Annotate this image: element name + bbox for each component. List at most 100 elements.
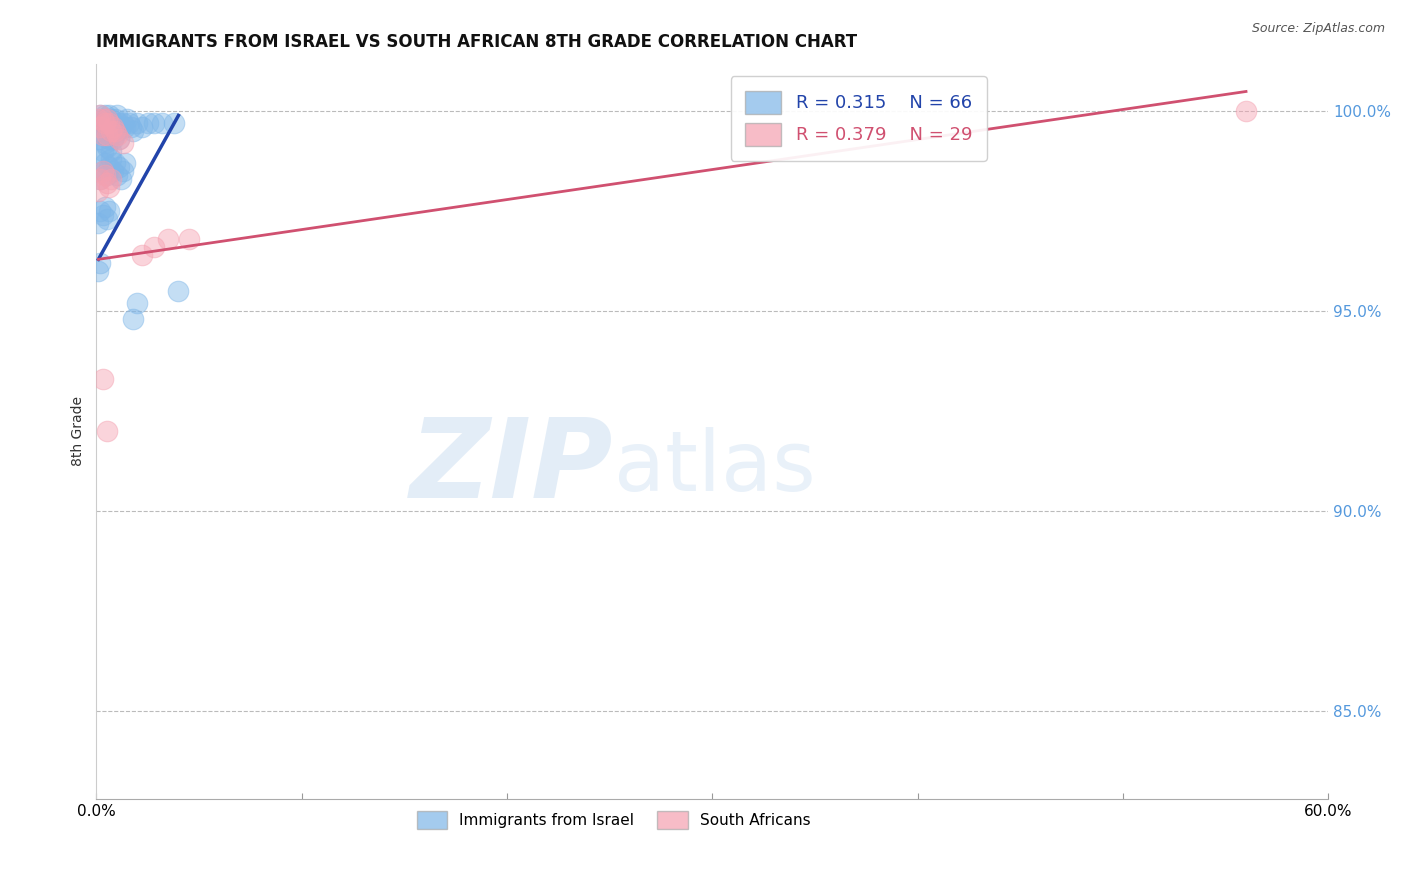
Point (142, 240, 165, 254)
Point (105, 124, 128, 138)
Point (101, 164, 124, 178)
Point (100, 124, 122, 138)
Point (87, 185, 110, 199)
Text: Source: ZipAtlas.com: Source: ZipAtlas.com (1251, 22, 1385, 36)
Point (167, 285, 190, 299)
Point (163, 116, 186, 130)
Text: IMMIGRANTS FROM ISRAEL VS SOUTH AFRICAN 8TH GRADE CORRELATION CHART: IMMIGRANTS FROM ISRAEL VS SOUTH AFRICAN … (97, 33, 858, 51)
Point (112, 116, 135, 130)
Point (91, 164, 114, 178)
Point (89, 116, 111, 130)
Point (89, 108, 111, 122)
Point (87, 153, 110, 167)
Point (115, 112, 138, 127)
Point (105, 108, 128, 122)
Point (96, 140, 118, 154)
Point (93, 116, 115, 130)
Point (87, 216, 110, 230)
Point (96, 112, 118, 127)
Point (87, 124, 110, 138)
Point (114, 120, 136, 135)
Point (89, 172, 111, 186)
Point (112, 164, 135, 178)
Point (97, 132, 120, 146)
Point (89, 256, 111, 270)
Point (177, 232, 200, 246)
Point (87, 112, 110, 127)
Point (93, 200, 115, 214)
Point (91, 112, 114, 127)
Point (100, 112, 122, 127)
Point (100, 124, 122, 138)
Point (105, 169, 128, 183)
Point (91, 112, 114, 127)
Point (97, 116, 120, 130)
Point (127, 116, 149, 130)
Point (96, 177, 118, 191)
Point (91, 164, 114, 178)
Point (112, 136, 135, 151)
Point (142, 116, 165, 130)
Point (93, 156, 115, 170)
Point (114, 156, 136, 170)
Point (91, 128, 114, 143)
Point (96, 128, 118, 143)
Y-axis label: 8th Grade: 8th Grade (72, 396, 86, 467)
Point (93, 136, 115, 151)
Point (108, 161, 131, 175)
Point (1234, 104, 1257, 119)
Legend: Immigrants from Israel, South Africans: Immigrants from Israel, South Africans (411, 805, 817, 835)
Point (89, 108, 111, 122)
Point (131, 248, 153, 262)
Point (101, 120, 124, 135)
Point (104, 156, 127, 170)
Point (97, 108, 120, 122)
Point (97, 204, 120, 219)
Point (108, 116, 131, 130)
Point (87, 264, 110, 278)
Point (89, 172, 111, 186)
Point (122, 312, 145, 326)
Point (96, 424, 118, 438)
Point (108, 132, 131, 146)
Point (97, 161, 120, 175)
Point (96, 124, 118, 138)
Point (108, 132, 131, 146)
Point (89, 204, 111, 219)
Point (96, 212, 118, 227)
Point (97, 120, 120, 135)
Point (131, 120, 153, 135)
Point (118, 116, 141, 130)
Point (91, 128, 114, 143)
Point (93, 116, 115, 130)
Point (120, 120, 142, 135)
Point (104, 128, 127, 143)
Point (100, 145, 122, 159)
Point (91, 145, 114, 159)
Point (136, 116, 159, 130)
Point (93, 169, 115, 183)
Point (89, 120, 111, 135)
Point (104, 124, 127, 138)
Point (127, 296, 149, 310)
Point (150, 116, 173, 130)
Point (91, 120, 114, 135)
Point (101, 116, 124, 130)
Point (157, 232, 180, 246)
Point (96, 112, 118, 127)
Point (93, 108, 115, 122)
Point (105, 128, 128, 143)
Point (100, 153, 122, 167)
Point (110, 172, 132, 186)
Point (104, 112, 127, 127)
Point (100, 172, 122, 186)
Point (91, 208, 114, 222)
Point (97, 180, 120, 194)
Text: ZIP: ZIP (411, 415, 613, 522)
Point (91, 372, 114, 386)
Point (89, 132, 111, 146)
Point (110, 120, 132, 135)
Point (122, 124, 145, 138)
Point (101, 132, 124, 146)
Point (96, 169, 118, 183)
